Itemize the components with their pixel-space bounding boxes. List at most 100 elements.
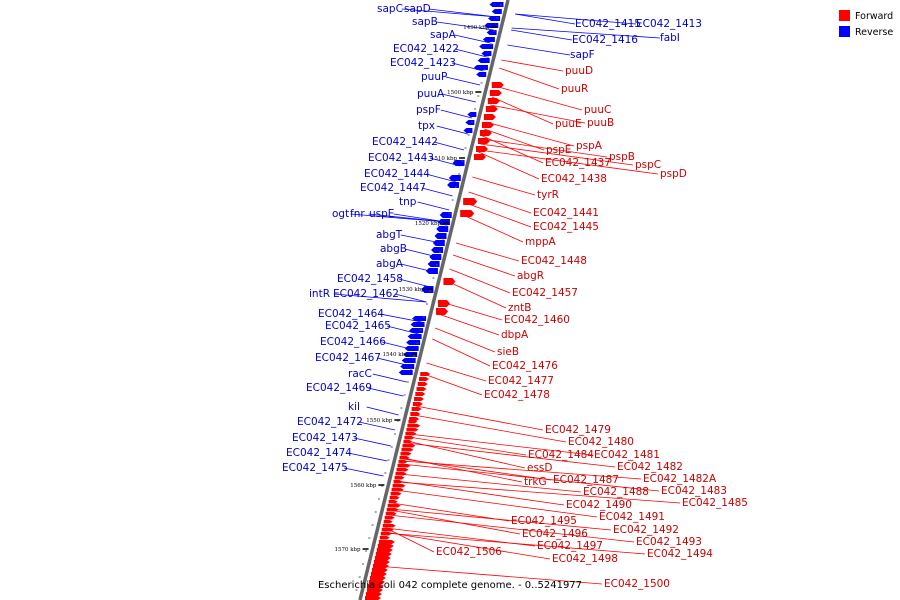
forward-gene-feature-13 (487, 98, 500, 104)
gene-label-sapc[interactable]: sapC (377, 3, 403, 15)
gene-label-trkg[interactable]: trkG (524, 476, 547, 488)
gene-label-ec042_1422[interactable]: EC042_1422 (393, 43, 459, 55)
gene-label-ec042_1482a[interactable]: EC042_1482A (643, 473, 717, 485)
forward-gene-feature-95 (375, 552, 392, 556)
gene-label-abgt[interactable]: abgT (376, 229, 403, 241)
gene-label-ec042_1483[interactable]: EC042_1483 (661, 485, 727, 497)
leader-ec042_1413 (515, 13, 637, 25)
gene-label-ec042_1496[interactable]: EC042_1496 (522, 528, 588, 540)
gene-label-ec042_1474[interactable]: EC042_1474 (286, 447, 352, 459)
gene-label-ec042_1492[interactable]: EC042_1492 (613, 524, 679, 536)
gene-label-ec042_1497[interactable]: EC042_1497 (537, 540, 603, 552)
gene-label-ec042_1448[interactable]: EC042_1448 (521, 255, 587, 267)
gene-label-ec042_1494[interactable]: EC042_1494 (647, 548, 713, 560)
gene-label-puub[interactable]: puuB (587, 117, 614, 129)
gene-label-mppa[interactable]: mppA (525, 236, 557, 248)
gene-label-ec042_1465[interactable]: EC042_1465 (325, 320, 391, 332)
gene-label-ec042_1490[interactable]: EC042_1490 (566, 499, 632, 511)
reverse-gene-feature-45 (407, 334, 422, 339)
gene-label-abga[interactable]: abgA (376, 258, 404, 270)
gene-label-ec042_1469[interactable]: EC042_1469 (306, 382, 372, 394)
gene-label-ec042_1447[interactable]: EC042_1447 (360, 182, 426, 194)
gene-label-pspb[interactable]: pspB (609, 151, 635, 163)
gene-label-ec042_1458[interactable]: EC042_1458 (337, 273, 403, 285)
gene-label-ec042_1500[interactable]: EC042_1500 (604, 578, 670, 590)
gene-label-pspe[interactable]: pspE (546, 144, 571, 156)
gene-label-ec042_1506[interactable]: EC042_1506 (436, 546, 502, 558)
gene-label-ec042_1473[interactable]: EC042_1473 (292, 432, 358, 444)
leader-ec042_1416 (511, 29, 573, 41)
gene-label-ec042_1477[interactable]: EC042_1477 (488, 375, 554, 387)
gene-label-ec042_1467[interactable]: EC042_1467 (315, 352, 381, 364)
gene-label-ec042_1495[interactable]: EC042_1495 (511, 515, 577, 527)
gene-label-puup[interactable]: puuP (421, 71, 447, 83)
gene-label-sapb[interactable]: sapB (412, 16, 438, 28)
gene-label-ec042_1480[interactable]: EC042_1480 (568, 436, 634, 448)
gene-label-ec042_1464[interactable]: EC042_1464 (318, 308, 384, 320)
gene-label-ec042_1481[interactable]: EC042_1481 (594, 449, 660, 461)
gene-label-tpx[interactable]: tpx (418, 120, 435, 132)
forward-gene-feature-19 (475, 146, 488, 152)
gene-label-fabi[interactable]: fabI (660, 32, 680, 44)
gene-label-sapa[interactable]: sapA (430, 29, 457, 41)
gene-label-ec042_1413[interactable]: EC042_1413 (636, 18, 702, 30)
gene-label-uspe[interactable]: uspE (369, 208, 394, 220)
gene-label-ogt[interactable]: ogt (332, 208, 349, 220)
gene-label-pspc[interactable]: pspC (635, 159, 661, 171)
gene-label-ec042_1475[interactable]: EC042_1475 (282, 462, 348, 474)
gene-label-ec042_1437[interactable]: EC042_1437 (545, 157, 611, 169)
gene-label-kil[interactable]: kil (348, 401, 360, 413)
gene-label-ec042_1442[interactable]: EC042_1442 (372, 136, 438, 148)
gene-label-pspa[interactable]: pspA (576, 140, 603, 152)
gene-label-ec042_1493[interactable]: EC042_1493 (636, 536, 702, 548)
gene-label-essd[interactable]: essD (527, 462, 553, 474)
gene-label-ec042_1498[interactable]: EC042_1498 (552, 553, 618, 565)
gene-label-ec042_1460[interactable]: EC042_1460 (504, 314, 570, 326)
gene-label-ec042_1416[interactable]: EC042_1416 (572, 34, 638, 46)
leader-ec042_1464 (379, 313, 422, 323)
gene-label-puua[interactable]: puuA (417, 88, 445, 100)
gene-label-ec042_1479[interactable]: EC042_1479 (545, 424, 611, 436)
gene-label-ec042_1472[interactable]: EC042_1472 (297, 416, 363, 428)
gene-label-ec042_1482[interactable]: EC042_1482 (617, 461, 683, 473)
gene-label-ec042_1441[interactable]: EC042_1441 (533, 207, 599, 219)
gene-label-fnr[interactable]: fnr (350, 208, 365, 220)
gene-label-dbpa[interactable]: dbpA (501, 329, 529, 341)
gene-label-ec042_1415[interactable]: EC042_1415 (575, 18, 641, 30)
gene-label-sapf[interactable]: sapF (570, 49, 595, 61)
gene-label-ec042_1423[interactable]: EC042_1423 (390, 57, 456, 69)
gene-label-ec042_1457[interactable]: EC042_1457 (512, 287, 578, 299)
gene-label-tyrr[interactable]: tyrR (537, 189, 559, 201)
gene-label-ec042_1484[interactable]: EC042_1484 (528, 449, 594, 461)
gene-label-ec042_1487[interactable]: EC042_1487 (553, 474, 619, 486)
gene-label-sapd[interactable]: sapD (404, 3, 431, 15)
leader-kil (366, 406, 399, 416)
gene-label-abgr[interactable]: abgR (517, 270, 544, 282)
gene-label-ec042_1443[interactable]: EC042_1443 (368, 152, 434, 164)
gene-label-pspd[interactable]: pspD (660, 168, 687, 180)
gene-label-abgb[interactable]: abgB (380, 243, 407, 255)
gene-label-ec042_1488[interactable]: EC042_1488 (583, 486, 649, 498)
gene-label-ec042_1476[interactable]: EC042_1476 (492, 360, 558, 372)
reverse-gene-feature-32 (434, 233, 447, 239)
gene-label-puue[interactable]: puuE (555, 118, 582, 130)
gene-label-ec042_1445[interactable]: EC042_1445 (533, 221, 599, 233)
gene-label-tnp[interactable]: tnp (399, 196, 417, 208)
gene-label-intr[interactable]: intR (309, 288, 330, 300)
gene-label-ec042_1466[interactable]: EC042_1466 (320, 336, 386, 348)
gene-label-ec042_1478[interactable]: EC042_1478 (484, 389, 550, 401)
gene-label-ec042_1462[interactable]: EC042_1462 (333, 288, 399, 300)
gene-label-ec042_1444[interactable]: EC042_1444 (364, 168, 430, 180)
gene-label-puur[interactable]: puuR (561, 83, 588, 95)
gene-label-puuc[interactable]: puuC (584, 104, 611, 116)
reverse-gene-feature-42 (412, 316, 427, 321)
gene-label-puud[interactable]: puuD (565, 65, 593, 77)
gene-label-ec042_1438[interactable]: EC042_1438 (541, 173, 607, 185)
gene-label-racc[interactable]: racC (348, 368, 372, 380)
gene-label-sieb[interactable]: sieB (497, 346, 519, 358)
gene-label-ec042_1491[interactable]: EC042_1491 (599, 511, 665, 523)
gene-label-ec042_1485[interactable]: EC042_1485 (682, 497, 748, 509)
gene-label-pspf[interactable]: pspF (416, 104, 441, 116)
gene-label-zntb[interactable]: zntB (508, 302, 532, 314)
